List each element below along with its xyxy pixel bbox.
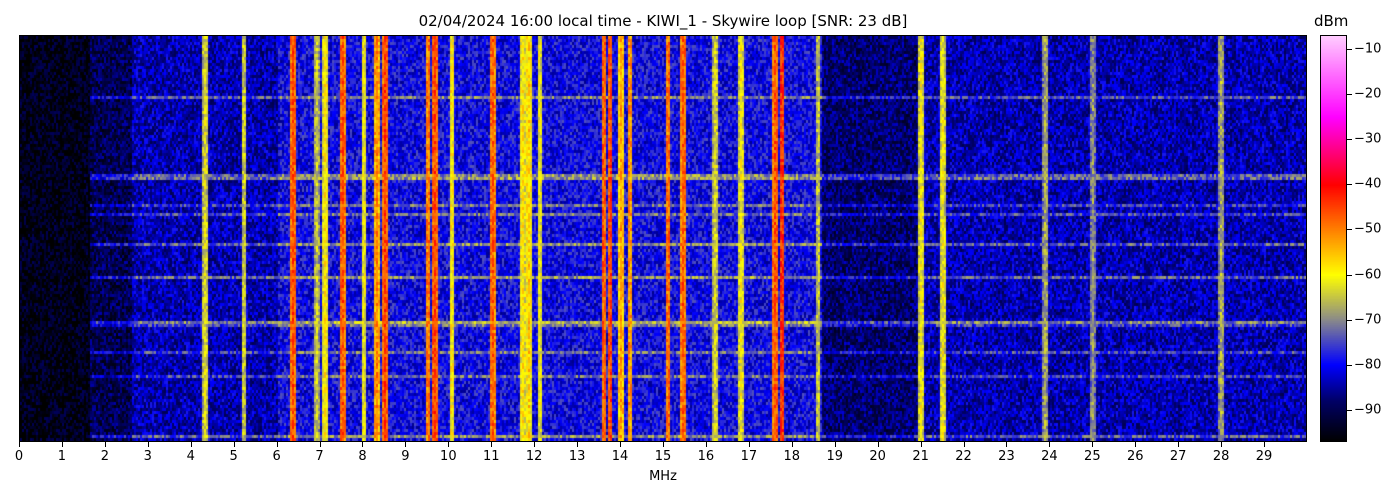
colorbar-label: dBm — [1314, 12, 1349, 30]
plot-frame — [19, 35, 1307, 442]
x-tick — [577, 442, 579, 447]
x-tick-label: 25 — [1084, 449, 1101, 464]
x-tick-label: 0 — [14, 449, 24, 464]
x-tick — [620, 442, 622, 447]
x-tick — [104, 442, 106, 447]
colorbar-tick — [1347, 229, 1352, 231]
colorbar-tick — [1347, 410, 1352, 412]
x-tick — [1006, 442, 1008, 447]
x-tick-label: 23 — [998, 449, 1015, 464]
x-tick-label: 12 — [525, 449, 543, 464]
x-axis-label: MHz — [649, 469, 677, 484]
x-tick-label: 9 — [401, 449, 410, 464]
x-tick-label: 28 — [1212, 449, 1230, 464]
x-tick — [233, 442, 235, 447]
x-tick-label: 27 — [1169, 449, 1187, 464]
x-tick-label: 18 — [783, 449, 801, 464]
x-tick — [448, 442, 450, 447]
colorbar-tick-label: −50 — [1354, 221, 1382, 237]
x-tick-label: 24 — [1041, 449, 1058, 464]
colorbar-tick — [1347, 139, 1352, 140]
x-tick — [147, 442, 149, 447]
x-tick-label: 14 — [611, 449, 629, 464]
x-tick — [362, 442, 364, 447]
x-tick — [877, 442, 879, 447]
x-tick-label: 20 — [869, 449, 886, 464]
x-tick-label: 15 — [654, 449, 672, 464]
colorbar-tick-label: −20 — [1354, 86, 1382, 102]
colorbar-tick — [1347, 274, 1352, 276]
colorbar-tick — [1347, 365, 1352, 367]
x-tick — [1221, 442, 1223, 447]
x-tick — [1264, 442, 1266, 447]
x-tick-label: 4 — [186, 449, 195, 464]
colorbar-tick-label: −40 — [1354, 176, 1382, 192]
x-tick-label: 11 — [482, 449, 500, 464]
x-tick — [19, 442, 20, 447]
x-tick-label: 1 — [57, 449, 67, 464]
x-tick — [1049, 442, 1051, 447]
colorbar-tick-label: −80 — [1354, 357, 1382, 373]
x-tick-label: 29 — [1255, 449, 1273, 464]
colorbar-tick — [1347, 93, 1352, 95]
x-tick — [791, 442, 793, 447]
colorbar-tick — [1347, 48, 1352, 50]
x-tick — [1092, 442, 1094, 447]
x-tick — [61, 442, 63, 447]
colorbar-tick-label: −70 — [1354, 312, 1382, 328]
x-tick — [491, 442, 493, 447]
colorbar-tick — [1347, 319, 1352, 321]
colorbar-tick-label: −90 — [1354, 402, 1382, 418]
x-tick-label: 7 — [315, 449, 324, 464]
x-tick-label: 5 — [229, 449, 238, 464]
colorbar-tick-label: −30 — [1354, 131, 1382, 147]
colorbar — [1320, 35, 1347, 442]
x-tick-label: 17 — [740, 449, 758, 464]
x-tick — [405, 442, 407, 447]
colorbar-tick — [1347, 184, 1352, 186]
x-tick-label: 13 — [568, 449, 586, 464]
x-tick-label: 2 — [100, 449, 109, 464]
x-tick — [748, 442, 750, 447]
x-tick-label: 10 — [440, 449, 457, 464]
x-tick — [319, 442, 321, 447]
x-tick-label: 8 — [358, 449, 367, 464]
x-tick-label: 6 — [272, 449, 281, 464]
x-tick-label: 21 — [912, 449, 929, 464]
x-tick — [1135, 442, 1137, 447]
colorbar-tick-label: −10 — [1354, 41, 1382, 57]
x-tick — [920, 442, 922, 447]
x-tick — [276, 442, 278, 447]
x-tick-label: 22 — [955, 449, 972, 464]
colorbar-tick-label: −60 — [1354, 267, 1382, 283]
x-tick-label: 19 — [826, 449, 843, 464]
x-tick — [834, 442, 836, 447]
chart-title: 02/04/2024 16:00 local time - KIWI_1 - S… — [418, 12, 908, 30]
x-tick-label: 26 — [1126, 449, 1144, 464]
x-tick — [190, 442, 192, 447]
x-tick — [663, 442, 664, 447]
x-tick — [963, 442, 965, 447]
x-tick-label: 3 — [143, 449, 152, 464]
x-tick — [705, 442, 707, 447]
waterfall-heatmap — [20, 36, 1306, 441]
x-tick — [1178, 442, 1180, 447]
x-tick-label: 16 — [697, 449, 715, 464]
x-tick — [534, 442, 536, 447]
